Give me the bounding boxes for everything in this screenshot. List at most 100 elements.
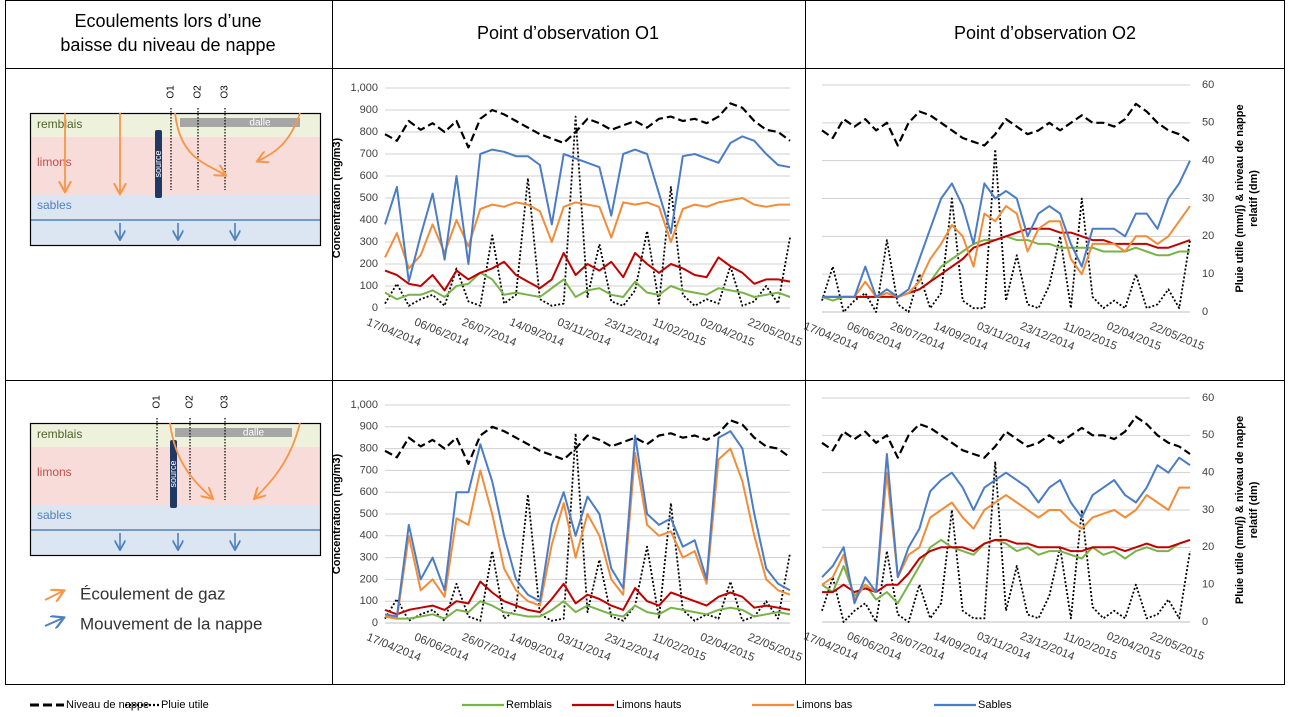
legend-label: Niveau de nappe [66, 699, 149, 711]
column-header: Ecoulements lors d’une [74, 11, 261, 31]
x-tick-label: 22/05/2015 [746, 316, 804, 349]
y-tick-label: 0 [372, 302, 378, 314]
y-tick-label: 1,000 [350, 82, 378, 94]
y-tick-label: 400 [360, 530, 378, 542]
source-label: source [168, 460, 178, 487]
chart: 010203040506017/04/201406/06/201426/07/2… [802, 79, 1260, 353]
series-line [822, 160, 1191, 298]
arrow-legend: Écoulement de gaz Mouvement de la nappe [44, 584, 262, 633]
legend-label: Limons bas [796, 699, 853, 711]
series-line [384, 430, 791, 618]
observation-label: O1 [152, 395, 163, 409]
legend-label: Remblais [506, 699, 552, 711]
series-line [384, 115, 791, 307]
series-line [384, 197, 790, 270]
y-tick-label: 900 [360, 421, 378, 433]
y-tick-label: 300 [360, 552, 378, 564]
y-tick-label: 200 [360, 258, 378, 270]
source [155, 130, 162, 198]
soil-diagram: remblais limons sables dalle source O1 O2 O3 [29, 85, 322, 247]
x-tick-label: 03/11/2014 [555, 631, 613, 664]
series-line [821, 415, 1191, 459]
slab [180, 118, 300, 127]
chart: 01002003004005006007008009001,00017/04/2… [331, 82, 804, 349]
table-border [5, 0, 1285, 685]
y-tick-label: 0 [1202, 616, 1208, 628]
column-header: Point d’observation O1 [477, 23, 659, 43]
x-tick-label: 11/02/2015 [651, 316, 708, 348]
layer-label: sables [37, 198, 72, 212]
series-line [821, 460, 1191, 623]
soil-layer [30, 137, 320, 195]
y-tick-label: 700 [360, 464, 378, 476]
source [170, 440, 177, 508]
chart: 010203040506017/04/201406/06/201426/07/2… [802, 392, 1260, 663]
series-line [384, 600, 791, 620]
y-tick-label: 600 [360, 170, 378, 182]
water-arrow [44, 618, 63, 626]
x-tick-label: 03/11/2014 [555, 316, 613, 349]
column-header: baisse du niveau de nappe [60, 35, 275, 55]
y-tick-label: 500 [360, 192, 378, 204]
observation-label: O2 [193, 85, 204, 99]
series-line [384, 432, 791, 622]
y-axis-title: Concentration (mg/m3) [331, 453, 343, 574]
layer-label: limons [37, 465, 72, 479]
legend-label: Sables [978, 699, 1012, 711]
legend-label: Pluie utile [161, 699, 209, 711]
diagram-border [29, 422, 322, 557]
series-line [821, 453, 1191, 605]
series-line [384, 252, 791, 292]
series-line [821, 538, 1191, 605]
y-tick-label: 600 [360, 486, 378, 498]
table-frame [5, 0, 1285, 685]
y-tick-label: 100 [360, 280, 378, 292]
layer-label: sables [37, 508, 72, 522]
y-tick-label: 0 [1202, 306, 1208, 318]
y-tick-label: 40 [1202, 155, 1214, 167]
y-axis-title: Concentration (mg/m3) [331, 137, 343, 258]
y-tick-label: 40 [1202, 467, 1214, 479]
slab-label: dalle [243, 428, 265, 439]
y-tick-label: 60 [1202, 392, 1214, 404]
gas-arrow [44, 591, 63, 600]
series-line [384, 102, 791, 149]
observation-label: O1 [166, 85, 177, 99]
series-line [384, 419, 791, 465]
series-line [384, 580, 791, 616]
layer-label: limons [37, 155, 72, 169]
series-line [384, 135, 791, 283]
y-tick-label: 30 [1202, 504, 1214, 516]
y-tick-label: 60 [1202, 79, 1214, 91]
y-tick-label: 700 [360, 148, 378, 160]
layer-label: remblais [37, 427, 82, 441]
y-tick-label: 20 [1202, 230, 1214, 242]
slab [175, 428, 292, 437]
observation-label: O2 [185, 395, 196, 409]
legend-label: Écoulement de gaz [80, 584, 226, 603]
x-tick-label: 22/05/2015 [746, 631, 804, 664]
y-axis-title: Pluie utile (mm/j) & niveau de nappe rela… [1234, 104, 1260, 292]
gas-flow-arrow [255, 422, 301, 498]
y-tick-label: 100 [360, 595, 378, 607]
series-line [821, 102, 1191, 147]
y-tick-label: 10 [1202, 579, 1214, 591]
y-tick-label: 10 [1202, 268, 1214, 280]
y-tick-label: 50 [1202, 429, 1214, 441]
series-line [822, 538, 1191, 594]
y-tick-label: 500 [360, 508, 378, 520]
legend-label: Limons hauts [616, 699, 682, 711]
observation-label: O3 [220, 395, 231, 409]
series-line [821, 148, 1191, 313]
slab-label: dalle [249, 118, 271, 129]
y-tick-label: 0 [372, 617, 378, 629]
layer-label: remblais [37, 117, 82, 131]
series-line [384, 271, 791, 301]
source-label: source [153, 150, 163, 177]
observation-label: O3 [220, 85, 231, 99]
series-line [384, 447, 791, 620]
y-tick-label: 800 [360, 443, 378, 455]
legend-label: Mouvement de la nappe [80, 614, 262, 633]
gas-flow-arrow [258, 112, 301, 161]
